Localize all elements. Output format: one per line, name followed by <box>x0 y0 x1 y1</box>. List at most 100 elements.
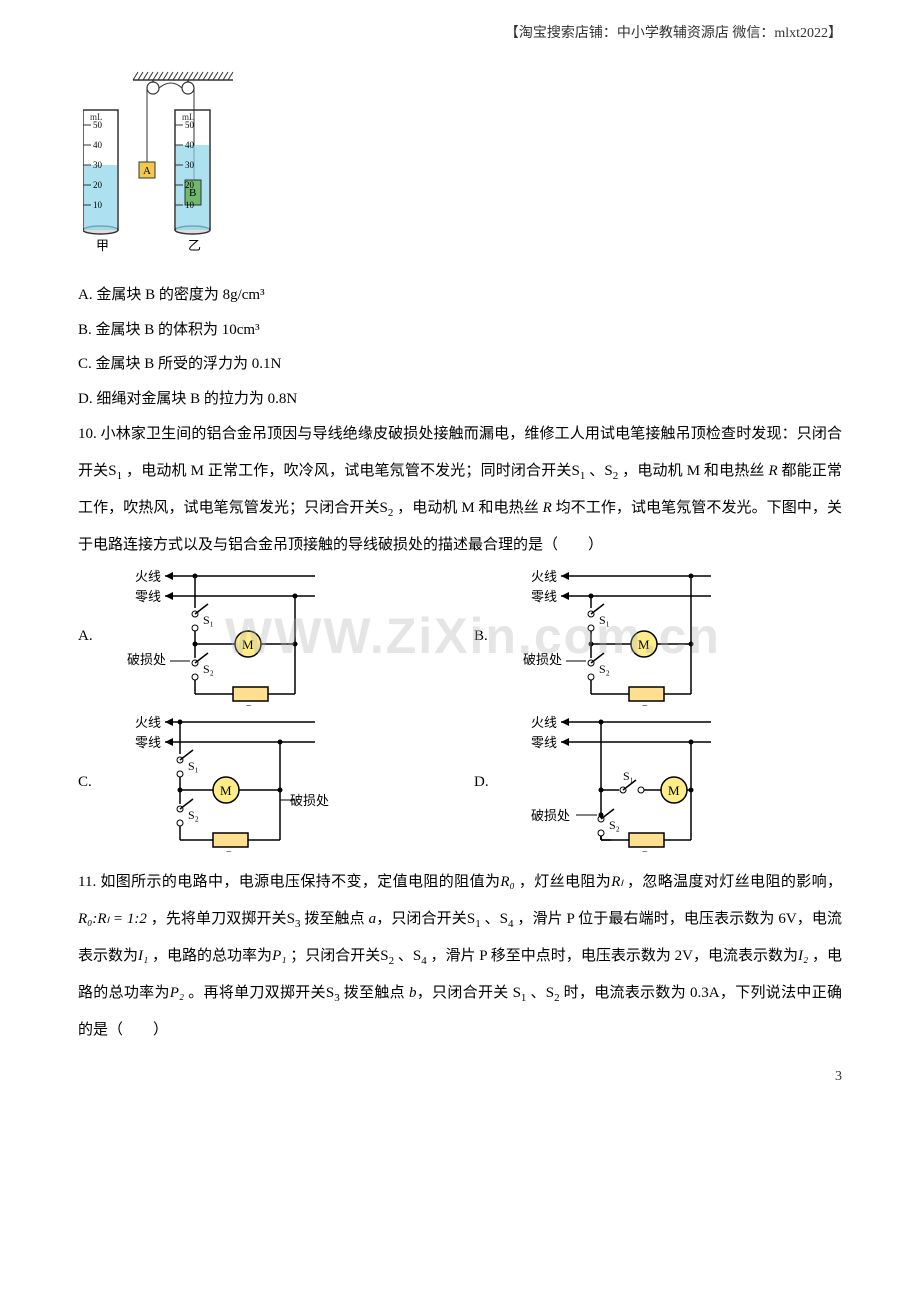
q11-t: 、S <box>481 911 508 927</box>
q11-t: 、S <box>394 948 421 964</box>
resistor-icon <box>213 833 248 847</box>
fire-label: 火线 <box>531 715 557 730</box>
q11-p2: P₂ <box>170 985 184 1001</box>
s1-label: S₁ <box>188 759 199 773</box>
resistor-icon <box>629 833 664 847</box>
circuit-d-svg: 火线 零线 S₁ M <box>501 712 731 852</box>
block-a-label: A <box>143 165 151 177</box>
damage-label: 破损处 <box>523 652 562 667</box>
option-9d: D. 细绳对金属块 B 的拉力为 0.8N <box>78 382 842 417</box>
zero-label: 零线 <box>531 589 557 604</box>
circuit-label-c: C. <box>78 774 100 791</box>
q11-r0: R₀ <box>500 874 514 890</box>
q11-t: 拨至触点 <box>301 911 369 927</box>
m-label: M <box>242 637 254 652</box>
circuit-b: B. 火线 零线 S₁ M <box>474 566 842 706</box>
pulley-right <box>182 82 194 94</box>
s2-label: S₂ <box>599 662 610 676</box>
resistor-icon <box>629 687 664 701</box>
q11-a: a <box>369 911 377 927</box>
q11-p1: P₁ <box>272 948 286 964</box>
cylinder-right: B mL 50 40 30 20 10 乙 <box>175 110 210 253</box>
tick: 40 <box>93 140 103 150</box>
circuit-label-b: B. <box>474 628 496 645</box>
q10-t2: ，电动机 M 正常工作，吹冷风，试电笔氖管不发光；同时闭合开关S <box>122 463 580 479</box>
circuit-label-d: D. <box>474 774 496 791</box>
question-10: 10. 小林家卫生间的铝合金吊顶因与导线绝缘皮破损处接触而漏电，维修工人用试电笔… <box>78 416 842 563</box>
r-label: R <box>224 848 233 852</box>
damage-label: 破损处 <box>290 793 329 808</box>
pulley-left <box>147 82 159 94</box>
circuit-grid: A. 火线 零线 S₁ M <box>78 566 842 852</box>
fire-label: 火线 <box>135 715 161 730</box>
tick: 50 <box>93 120 103 130</box>
damage-label: 破损处 <box>127 652 166 667</box>
tick: 20 <box>185 180 195 190</box>
circuit-d: D. 火线 零线 S₁ M <box>474 712 842 852</box>
tick: 20 <box>93 180 103 190</box>
q11-i1: I₁ <box>138 948 148 964</box>
fire-label: 火线 <box>531 569 557 584</box>
q11-t: 拨至触点 <box>340 985 409 1001</box>
q11-t: ，电路的总功率为 <box>148 948 272 964</box>
tick: 30 <box>185 160 195 170</box>
q11-t: 11. 如图所示的电路中，电源电压保持不变，定值电阻的阻值为 <box>78 874 500 890</box>
r-label: R <box>244 702 253 706</box>
s2-label: S₂ <box>609 818 620 832</box>
header-note: 【淘宝搜索店铺：中小学教辅资源店 微信：mlxt2022】 <box>505 22 842 42</box>
circuit-label-a: A. <box>78 628 100 645</box>
circuit-a-svg: 火线 零线 S₁ M <box>105 566 335 706</box>
option-9c: C. 金属块 B 所受的浮力为 0.1N <box>78 347 842 382</box>
question-11: 11. 如图所示的电路中，电源电压保持不变，定值电阻的阻值为R₀ ，灯丝电阻为R… <box>78 864 842 1048</box>
m-label: M <box>668 783 680 798</box>
tick: 30 <box>93 160 103 170</box>
q11-t: ，滑片 P 移至中点时，电压表示数为 2V，电流表示数为 <box>427 948 798 964</box>
cylinder-svg: mL 50 40 30 20 10 甲 A B mL <box>83 70 243 270</box>
circuit-b-svg: 火线 零线 S₁ M 破损处 <box>501 566 731 706</box>
q11-t: 。再将单刀双掷开关S <box>184 985 334 1001</box>
caption-right: 乙 <box>188 238 201 253</box>
q10-t3: 、S <box>585 463 612 479</box>
option-9b: B. 金属块 B 的体积为 10cm³ <box>78 313 842 348</box>
q10-r2: R <box>543 500 552 516</box>
circuit-c: C. 火线 零线 S₁ M <box>78 712 446 852</box>
s2-label: S₂ <box>203 662 214 676</box>
q11-t: ，先将单刀双掷开关S <box>147 911 295 927</box>
caption-left: 甲 <box>96 238 109 253</box>
q10-t6: ，电动机 M 和电热丝 <box>393 500 542 516</box>
zero-label: 零线 <box>135 589 161 604</box>
zero-label: 零线 <box>531 735 557 750</box>
q10-r: R <box>768 463 777 479</box>
q11-rl: Rₗ <box>611 874 623 890</box>
page-content: mL 50 40 30 20 10 甲 A B mL <box>78 70 842 1049</box>
q11-t: ；只闭合开关S <box>286 948 388 964</box>
r-label: R <box>640 848 649 852</box>
q11-t: 、S <box>526 985 554 1001</box>
q11-t: ，灯丝电阻为 <box>515 874 611 890</box>
q11-ratio: R₀:Rₗ = 1:2 <box>78 911 147 927</box>
option-9a: A. 金属块 B 的密度为 8g/cm³ <box>78 278 842 313</box>
damage-label: 破损处 <box>531 808 570 823</box>
m-label: M <box>220 783 232 798</box>
q11-t: ，忽略温度对灯丝电阻的影响， <box>623 874 842 890</box>
ceiling-hatch <box>133 72 233 80</box>
m-label: M <box>638 637 650 652</box>
q11-t: ，只闭合开关 S <box>416 985 520 1001</box>
fire-label: 火线 <box>135 569 161 584</box>
zero-label: 零线 <box>135 735 161 750</box>
tick: 40 <box>185 140 195 150</box>
s2-label: S₂ <box>188 808 199 822</box>
cylinder-left: mL 50 40 30 20 10 甲 <box>83 110 118 253</box>
r-label: R <box>640 702 649 706</box>
q10-t4: ，电动机 M 和电热丝 <box>618 463 768 479</box>
resistor-icon <box>233 687 268 701</box>
page-number: 3 <box>835 1069 842 1085</box>
q11-i2: I₂ <box>798 948 808 964</box>
s1-label: S₁ <box>599 613 610 627</box>
tick: 10 <box>185 200 195 210</box>
circuit-c-svg: 火线 零线 S₁ M 破损处 <box>105 712 355 852</box>
tick: 10 <box>93 200 103 210</box>
q11-t: ，只闭合开关S <box>376 911 475 927</box>
circuit-a: A. 火线 零线 S₁ M <box>78 566 446 706</box>
s1-label: S₁ <box>623 769 634 783</box>
